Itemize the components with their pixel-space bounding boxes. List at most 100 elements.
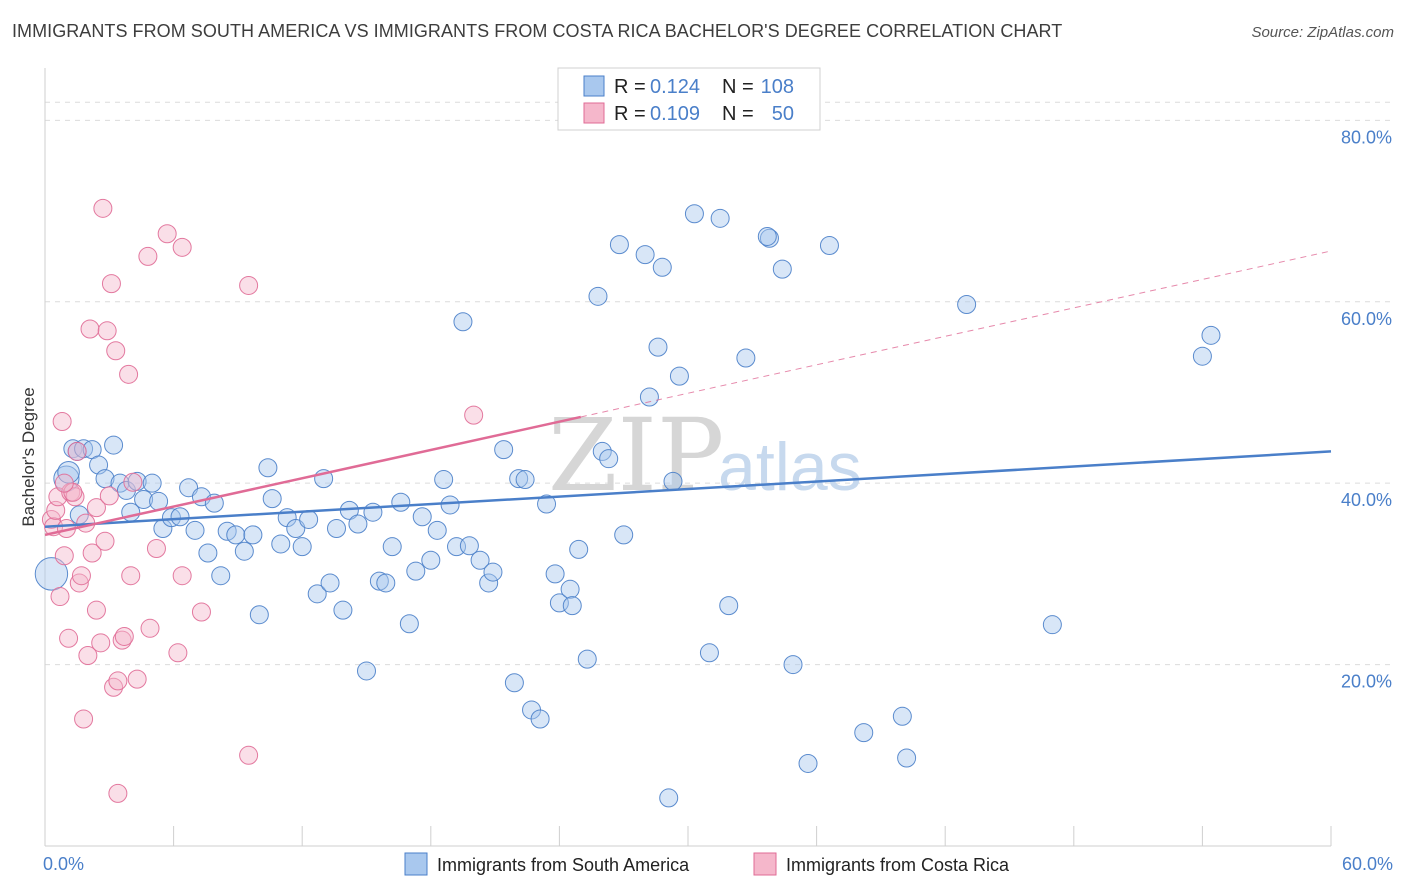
y-tick-label-2: 60.0% [1341,309,1392,329]
point-s0-54 [412,507,432,527]
point-s0-80 [599,449,619,469]
point-s0-31 [249,605,269,625]
point-s1-28 [106,341,126,361]
point-s0-99 [798,753,818,773]
point-s0-16 [142,473,162,493]
point-s1-5 [52,411,72,431]
point-s1-29 [108,671,128,691]
point-s0-79 [592,441,612,461]
point-s0-28 [226,525,246,545]
series-legend-swatch-blue [404,852,428,876]
point-s0-60 [453,312,473,332]
point-s0-89 [669,366,689,386]
point-s0-82 [614,525,634,545]
legend-n-value-1: 108 [761,76,794,98]
point-s0-34 [271,534,291,554]
point-s0-50 [382,537,402,557]
point-s0-104 [957,294,977,314]
point-s1-42 [191,602,211,622]
point-s1-31 [114,626,134,646]
point-s0-103 [897,748,917,768]
legend-r-label-1: R = [614,76,646,98]
point-s0-49 [376,573,396,593]
point-s0-74 [560,579,580,599]
axes [44,68,1332,847]
y-axis-label: Bachelor's Degree [19,387,38,526]
point-s1-4 [50,587,70,607]
point-s0-55 [421,550,441,570]
point-s1-38 [157,224,177,244]
point-s1-41 [172,237,192,257]
legend-n-label-1: N = [722,76,754,98]
y-tick-label-1: 40.0% [1341,490,1392,510]
point-s0-61 [459,536,479,556]
point-s1-34 [127,669,147,689]
point-s1-11 [67,441,87,461]
point-s1-49 [54,473,74,493]
point-s0-71 [537,494,557,514]
point-s0-96 [757,226,777,246]
point-s0-52 [399,614,419,634]
point-s1-46 [464,405,484,425]
point-s0-30 [243,525,263,545]
point-s0-65 [494,440,514,460]
y-tick-label-0: 20.0% [1341,672,1392,692]
legend-n-value-2: 50 [772,103,794,125]
point-s0-56 [427,520,447,540]
point-s0-68 [515,470,535,490]
point-s0-33 [262,489,282,509]
point-s0-57 [434,470,454,490]
point-s0-62 [470,550,490,570]
x-tick-labels: 0.0% 60.0% [43,854,1393,874]
point-s0-21 [179,478,199,498]
point-s1-45 [108,783,128,803]
point-s1-37 [146,538,166,558]
point-s0-63 [479,573,499,593]
point-s0-94 [736,348,756,368]
point-s1-26 [101,274,121,294]
point-s1-6 [54,546,74,566]
point-s1-12 [69,573,89,593]
point-s1-33 [121,566,141,586]
watermark-atlas: atlas [718,429,862,505]
point-s0-48 [369,571,389,591]
series-legend-label-2: Immigrants from Costa Rica [786,855,1010,875]
point-s0-41 [320,573,340,593]
point-s1-18 [82,543,102,563]
point-s0-77 [577,649,597,669]
point-s0-76 [569,539,589,559]
point-s0-0 [34,557,69,591]
x-tick-label-1: 60.0% [1342,854,1393,874]
point-s1-24 [97,321,117,341]
y-tick-label-3: 80.0% [1341,127,1392,147]
point-s0-26 [211,566,231,586]
source-label: Source: ZipAtlas.com [1251,24,1394,41]
point-s1-16 [78,646,98,666]
point-s0-92 [710,208,730,228]
point-s0-42 [326,519,346,539]
point-s0-93 [719,596,739,616]
point-s1-32 [119,364,139,384]
point-s1-43 [239,275,259,295]
point-s0-81 [609,235,629,255]
point-s0-66 [504,673,524,693]
point-s0-87 [659,788,679,808]
series-legend: Immigrants from South America Immigrants… [404,852,1010,876]
legend-n-label-2: N = [722,103,754,125]
point-s0-101 [854,723,874,743]
point-s0-51 [391,492,411,512]
trend-line-0 [44,450,1332,528]
point-s0-88 [663,471,683,491]
point-s1-44 [239,745,259,765]
point-s0-64 [483,562,503,582]
point-s1-0 [41,509,61,529]
point-s0-85 [648,337,668,357]
point-s0-58 [440,495,460,515]
legend-r-value-1: 0.124 [650,76,700,98]
point-s0-106 [1192,346,1212,366]
point-s1-8 [59,628,79,648]
point-s0-90 [684,204,704,224]
point-s1-13 [71,566,91,586]
point-s0-15 [134,490,154,510]
